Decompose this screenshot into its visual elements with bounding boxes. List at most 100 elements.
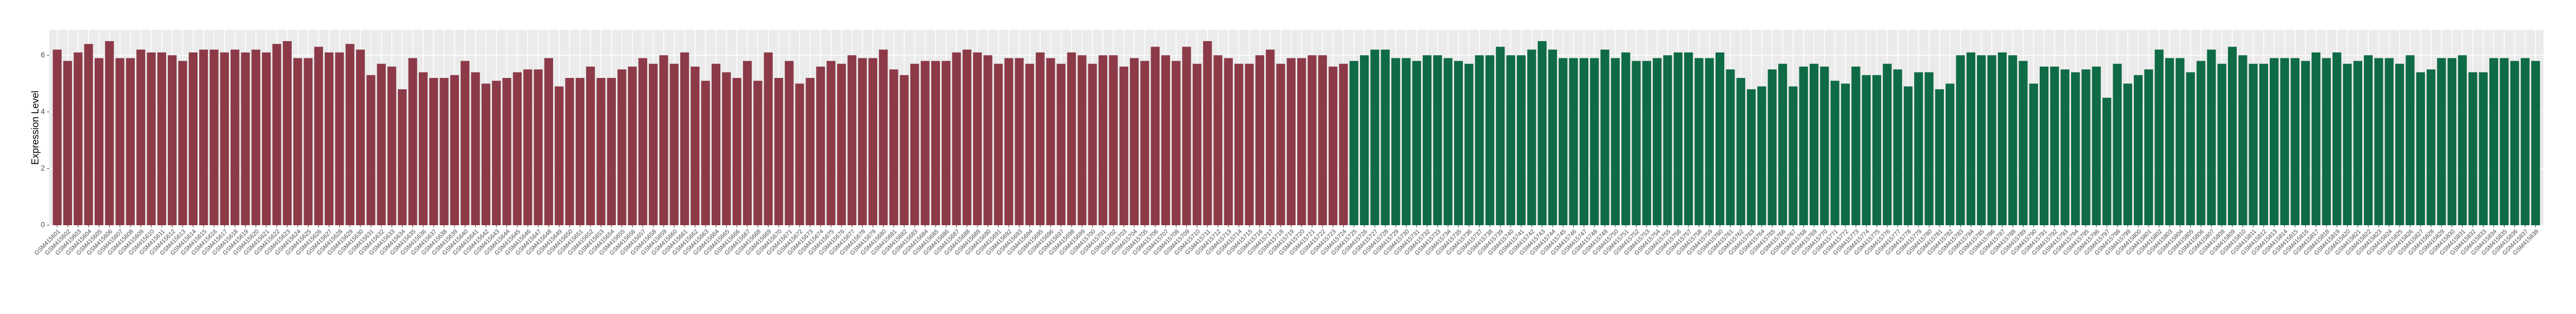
bar: [1653, 58, 1662, 225]
bar: [366, 75, 376, 225]
bar: [1464, 63, 1474, 226]
bar: [1715, 52, 1725, 225]
bar: [1893, 69, 1902, 225]
bar: [1569, 58, 1578, 225]
bar: [1684, 52, 1693, 225]
bar: [1475, 55, 1484, 225]
bar: [534, 69, 543, 225]
bar: [962, 49, 971, 225]
bar: [596, 77, 606, 226]
bar: [251, 49, 260, 225]
bar: [1997, 52, 2007, 225]
bar: [481, 83, 491, 225]
bar: [439, 77, 449, 226]
bar: [1809, 63, 1819, 226]
bar: [1726, 69, 1735, 225]
y-tick-label: 2: [41, 163, 45, 172]
bar: [1789, 86, 1798, 225]
bar: [2531, 61, 2540, 226]
bar: [2249, 63, 2258, 226]
bar: [94, 58, 104, 225]
bar: [1161, 55, 1171, 225]
bar: [1140, 61, 1149, 226]
bar: [1443, 58, 1453, 225]
bar: [1496, 47, 1505, 226]
bar: [1642, 61, 1651, 226]
bar: [1433, 55, 1442, 225]
bar: [1600, 49, 1609, 225]
bar: [523, 69, 533, 225]
bar: [680, 52, 689, 225]
bar: [1004, 58, 1014, 225]
y-axis-title: Expression Level: [30, 90, 41, 165]
bar: [1192, 63, 1202, 226]
bar: [1862, 75, 1871, 225]
bar: [1339, 63, 1348, 226]
bar: [147, 52, 156, 225]
bar: [1276, 63, 1285, 226]
bar: [1015, 58, 1024, 225]
bar: [1746, 89, 1756, 225]
bar: [1035, 52, 1045, 225]
bar: [2133, 75, 2143, 225]
bar: [377, 63, 386, 226]
bar: [2447, 58, 2456, 225]
bar: [1297, 58, 1306, 225]
bar: [2384, 58, 2394, 225]
bar: [1914, 72, 1923, 225]
bar: [764, 52, 773, 225]
bar: [1632, 61, 1641, 226]
bar: [921, 61, 930, 226]
bar: [1412, 61, 1421, 226]
bar: [418, 72, 428, 225]
bar: [1736, 77, 1745, 226]
bar: [2123, 83, 2132, 225]
bar: [492, 81, 501, 225]
bar: [1946, 83, 1955, 225]
bar: [1924, 72, 1934, 225]
bar: [1349, 61, 1358, 226]
bar: [2144, 69, 2153, 225]
bar: [1381, 49, 1390, 225]
bar: [774, 77, 784, 226]
bar: [1935, 89, 1944, 225]
bar: [1705, 58, 1714, 225]
bar: [2270, 58, 2279, 225]
bar: [2322, 58, 2331, 225]
bar: [910, 63, 919, 226]
bar: [2102, 97, 2112, 225]
bar: [2165, 58, 2174, 225]
bar: [753, 81, 763, 225]
bar: [659, 55, 668, 225]
bar: [1851, 67, 1861, 225]
bar: [387, 67, 397, 225]
bar: [983, 55, 993, 225]
bar: [178, 61, 187, 226]
bar: [2489, 58, 2499, 225]
bar: [1370, 49, 1379, 225]
bar: [2008, 55, 2018, 225]
bar: [1757, 86, 1766, 225]
bar: [638, 58, 647, 225]
bar: [429, 77, 438, 226]
bar: [2353, 61, 2362, 226]
bar: [1799, 67, 1808, 225]
bar: [1402, 58, 1411, 225]
bar: [1883, 63, 1892, 226]
bar: [711, 63, 721, 226]
bar: [2426, 69, 2436, 225]
bar: [2050, 67, 2059, 225]
bar: [1966, 52, 1975, 225]
bar: [126, 58, 135, 225]
bar: [669, 63, 679, 226]
bar: [1318, 55, 1327, 225]
bar: [826, 61, 836, 226]
bar: [1548, 49, 1558, 225]
bar: [1067, 52, 1076, 225]
bar: [1046, 58, 1055, 225]
bar: [1056, 63, 1066, 226]
bar: [544, 58, 553, 225]
bar: [188, 52, 198, 225]
bar: [1579, 58, 1589, 225]
bar: [565, 77, 574, 226]
